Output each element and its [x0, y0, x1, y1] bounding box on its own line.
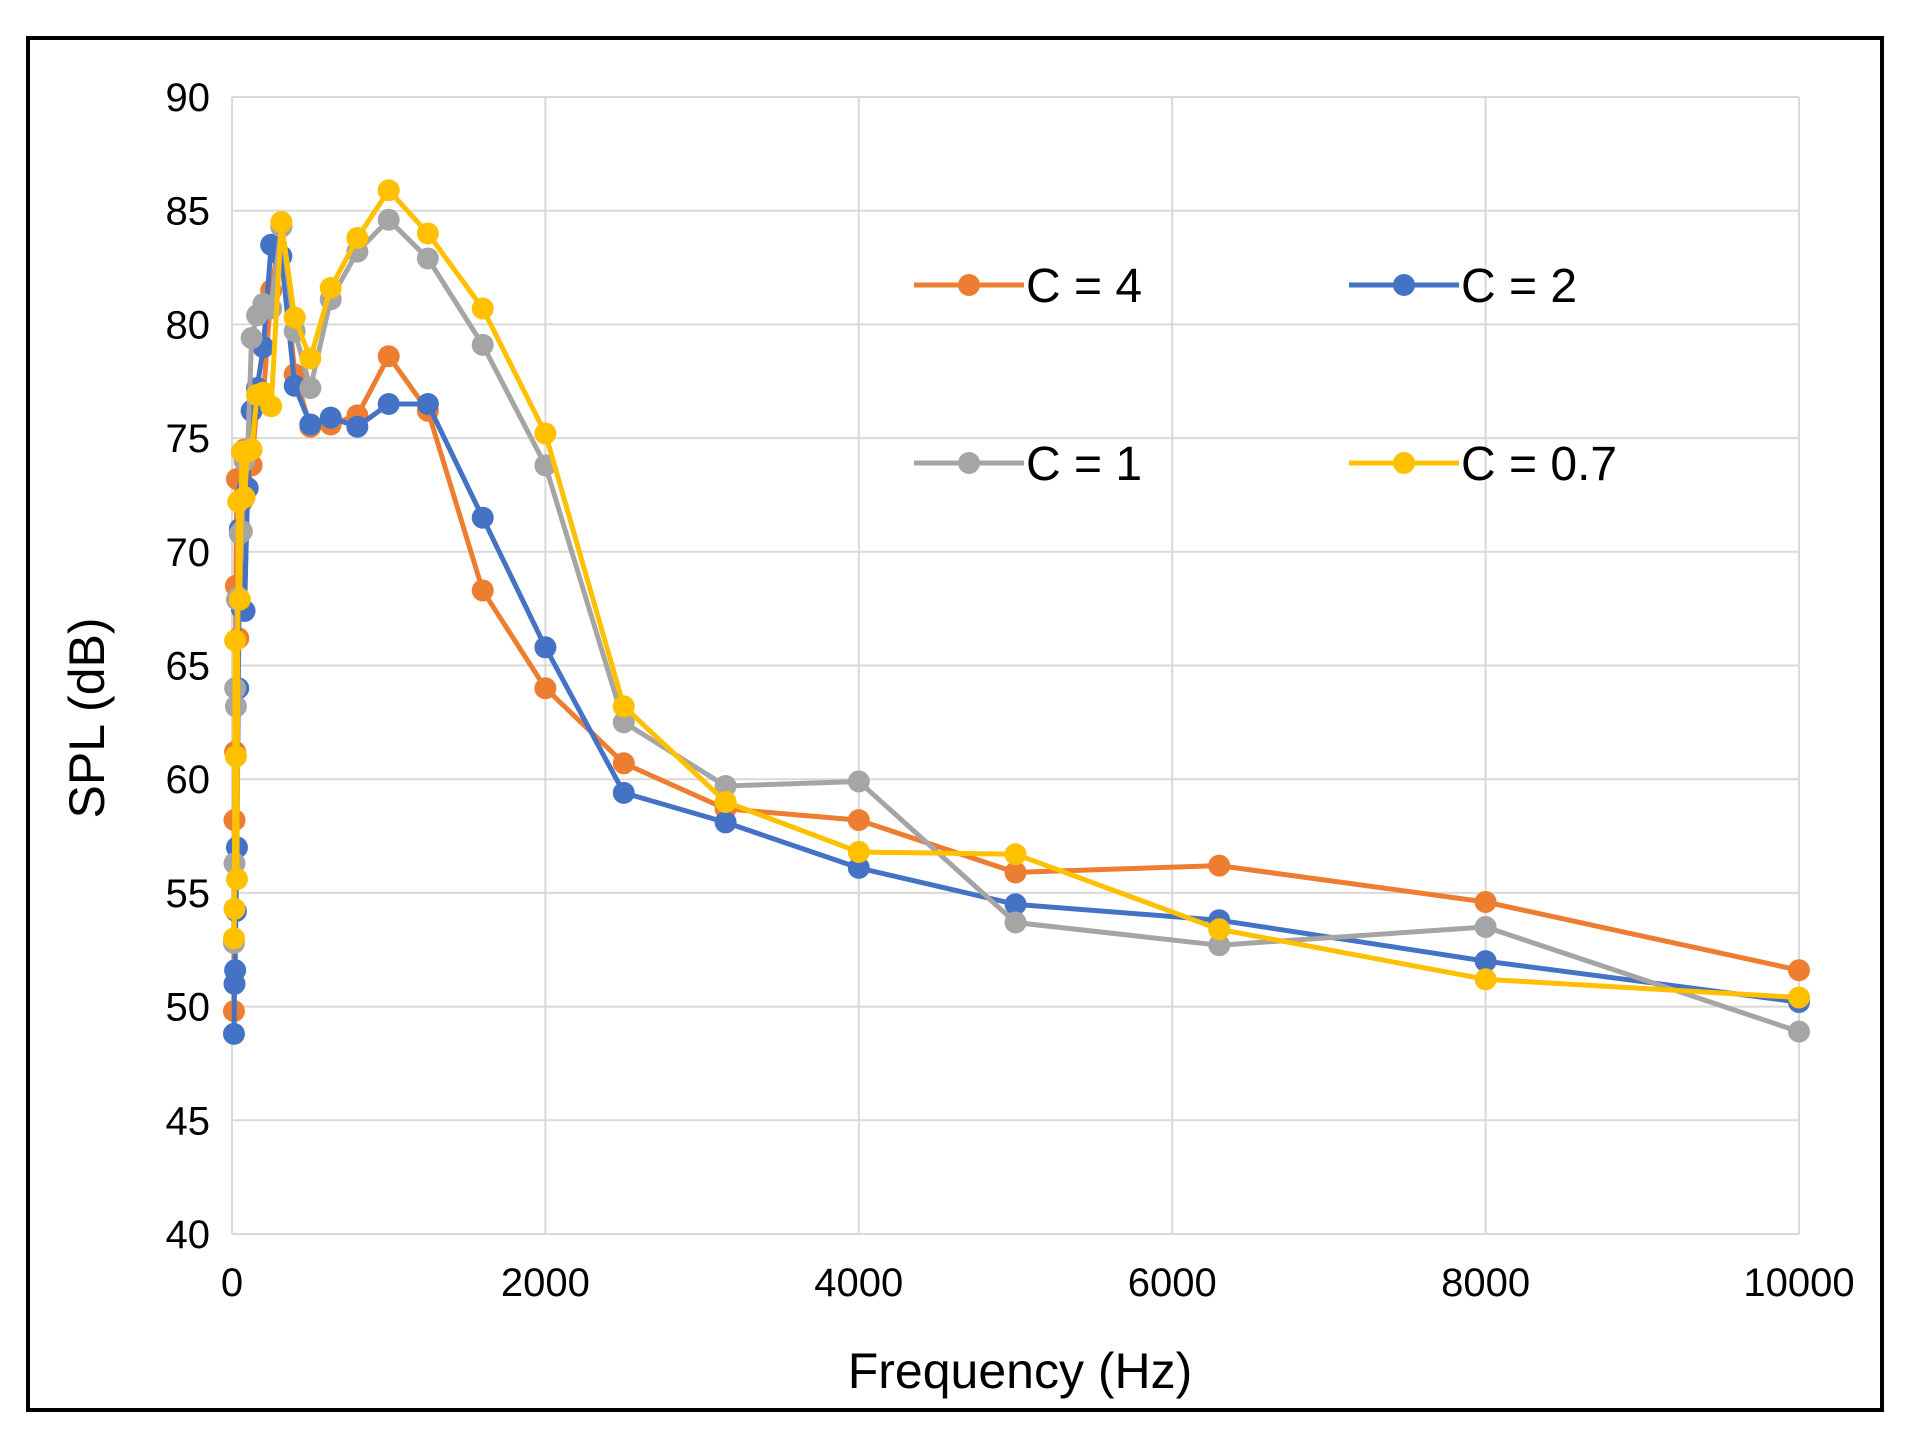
data-point	[534, 422, 557, 445]
data-point	[1788, 986, 1810, 1009]
data-point	[1788, 959, 1810, 982]
y-tick-label: 75	[166, 417, 211, 461]
data-point	[471, 297, 494, 320]
data-point	[1004, 861, 1027, 884]
y-tick-label: 45	[166, 1099, 211, 1143]
y-tick-label: 50	[166, 986, 211, 1030]
data-point	[847, 856, 870, 879]
data-point	[224, 745, 247, 768]
data-point	[299, 347, 322, 370]
x-axis-title: Frequency (Hz)	[848, 1343, 1193, 1399]
data-point	[270, 211, 293, 234]
data-point	[346, 415, 369, 438]
data-point	[1004, 893, 1027, 916]
data-point	[319, 406, 342, 429]
x-tick-label: 8000	[1441, 1261, 1530, 1305]
legend-label: C = 4	[1026, 260, 1142, 313]
data-point	[1208, 854, 1231, 877]
data-point	[471, 333, 494, 356]
series-layer	[222, 179, 1810, 1045]
legend-marker	[1393, 274, 1415, 296]
y-tick-label: 60	[166, 758, 211, 802]
data-point	[225, 868, 248, 891]
data-point	[612, 695, 635, 718]
series-2	[222, 208, 1810, 1043]
data-point	[471, 579, 494, 602]
y-axis-title: SPL (dB)	[59, 617, 115, 818]
data-point	[847, 809, 870, 832]
series-3	[222, 179, 1810, 1009]
legend-entry: C = 1	[914, 438, 1142, 491]
data-point	[416, 247, 439, 270]
data-point	[416, 222, 439, 245]
data-point	[1474, 950, 1497, 973]
data-point	[240, 438, 263, 461]
data-point	[1474, 968, 1497, 991]
data-point	[714, 775, 737, 798]
data-point	[534, 677, 557, 700]
series-line	[231, 187, 1800, 1000]
data-point	[1004, 843, 1027, 866]
y-tick-label: 65	[166, 645, 211, 689]
data-point	[228, 588, 251, 611]
data-point	[233, 486, 256, 509]
legend-marker	[958, 274, 980, 296]
data-point	[612, 781, 635, 804]
y-tick-label: 80	[166, 303, 211, 347]
data-point	[847, 840, 870, 863]
data-point	[612, 711, 635, 734]
y-tick-label: 85	[166, 190, 211, 234]
data-point	[222, 1022, 245, 1045]
legend-label: C = 1	[1026, 438, 1142, 491]
legend-entry: C = 4	[914, 260, 1142, 313]
data-point	[377, 208, 400, 231]
y-tick-label: 90	[166, 76, 211, 120]
legend-label: C = 0.7	[1461, 438, 1617, 491]
data-point	[222, 927, 245, 950]
data-point	[714, 790, 737, 813]
legend-entry: C = 2	[1349, 260, 1577, 313]
legend-marker	[958, 452, 980, 474]
data-point	[1474, 890, 1497, 913]
data-point	[299, 377, 322, 400]
chart-frame	[26, 36, 1884, 1412]
data-point	[612, 752, 635, 775]
legend-entry: C = 0.7	[1349, 438, 1617, 491]
data-point	[1208, 918, 1231, 941]
x-tick-label: 2000	[501, 1261, 590, 1305]
data-point	[1474, 916, 1497, 939]
y-tick-label: 70	[166, 531, 211, 575]
data-point	[416, 392, 439, 415]
x-tick-label: 10000	[1743, 1261, 1854, 1305]
data-point	[1208, 934, 1231, 957]
data-point	[223, 897, 246, 920]
data-point	[346, 226, 369, 249]
x-tick-label: 4000	[814, 1261, 903, 1305]
axes: 40 45 50 55 60 65 70 75 80 85 90 0 2000 4000 6000 8000 1…	[166, 76, 1855, 1305]
data-point	[224, 959, 247, 982]
data-point	[847, 770, 870, 793]
y-tick-label: 55	[166, 872, 211, 916]
data-point	[1788, 1020, 1810, 1043]
data-point	[534, 636, 557, 659]
data-point	[377, 345, 400, 368]
data-point	[377, 179, 400, 202]
data-point	[283, 306, 306, 329]
data-point	[260, 395, 283, 418]
data-point	[319, 277, 342, 300]
legend: C = 4 C = 2 C = 1 C = 0.7	[914, 260, 1617, 491]
data-point	[377, 392, 400, 415]
y-tick-label: 40	[166, 1213, 211, 1257]
data-point	[714, 811, 737, 834]
data-point	[224, 629, 247, 652]
x-tick-label: 0	[221, 1261, 243, 1305]
data-point	[471, 506, 494, 529]
legend-marker	[1393, 452, 1415, 474]
data-point	[299, 413, 322, 436]
legend-label: C = 2	[1461, 260, 1577, 313]
data-point	[240, 327, 263, 350]
x-tick-label: 6000	[1128, 1261, 1217, 1305]
data-point	[1004, 911, 1027, 934]
